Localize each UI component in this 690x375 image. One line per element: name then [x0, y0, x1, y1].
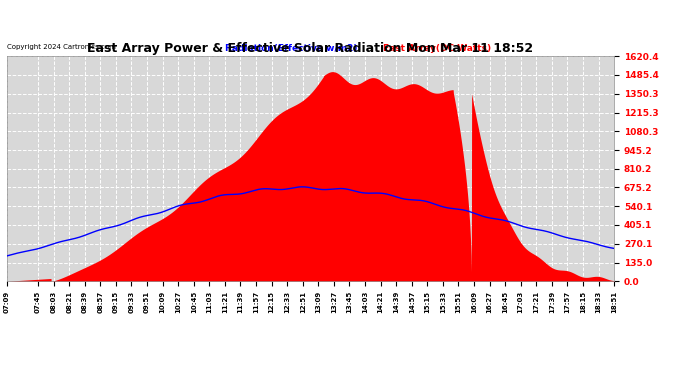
Text: East Array(DC Watts): East Array(DC Watts) — [384, 44, 491, 53]
Title: East Array Power & Effective Solar Radiation Mon Mar 11 18:52: East Array Power & Effective Solar Radia… — [88, 42, 533, 55]
Text: Copyright 2024 Cartronics.com: Copyright 2024 Cartronics.com — [7, 44, 116, 50]
Text: Radiation(Effective w/m2): Radiation(Effective w/m2) — [226, 44, 358, 53]
